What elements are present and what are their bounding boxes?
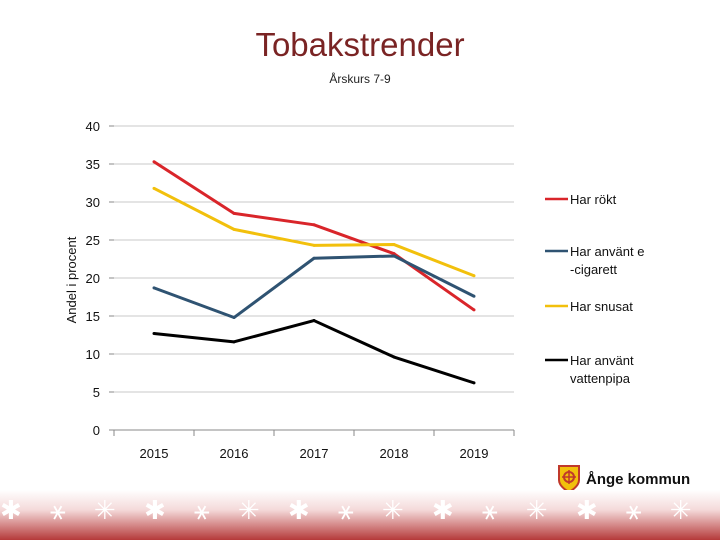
legend-label: Har rökt [570, 192, 617, 207]
data-point [472, 308, 476, 312]
data-point [152, 286, 156, 290]
footer-pattern-band [0, 490, 720, 540]
x-tick-label: 2015 [140, 446, 169, 461]
y-axis-label: Andel i procent [64, 236, 79, 323]
data-point [232, 227, 236, 231]
legend-label: Har använt [570, 353, 634, 368]
series-line-3 [153, 319, 475, 385]
data-point [392, 355, 396, 359]
logo-text: Ånge kommun [586, 470, 691, 488]
x-tick-label: 2019 [460, 446, 489, 461]
x-tick-label: 2016 [220, 446, 249, 461]
data-point [232, 316, 236, 320]
grid-lines [114, 125, 514, 431]
data-point [232, 340, 236, 344]
data-point [472, 381, 476, 385]
series-lines [152, 160, 476, 385]
line-chart: 0 5 10 15 20 25 30 35 40 2015 2016 2017 2018 2019 Har… [64, 119, 644, 461]
data-point [392, 243, 396, 247]
legend-label: vattenpipa [570, 371, 631, 386]
y-tick-label: 30 [86, 195, 100, 210]
axes: 0 5 10 15 20 25 30 35 40 2015 2016 2017 2018 2019 [86, 119, 515, 461]
chart-subtitle: Årskurs 7-9 [329, 72, 391, 86]
municipal-crest-icon [558, 465, 580, 494]
x-tick-label: 2017 [300, 446, 329, 461]
series-line-2 [153, 186, 475, 278]
legend-label: -cigarett [570, 262, 617, 277]
data-point [232, 211, 236, 215]
legend-label: Har använt e [570, 244, 644, 259]
y-tick-label: 10 [86, 347, 100, 362]
data-point [312, 319, 316, 323]
chart-title: Tobakstrender [255, 26, 465, 63]
y-tick-label: 15 [86, 309, 100, 324]
ange-kommun-logo: Ånge kommun [556, 462, 690, 496]
y-tick-label: 40 [86, 119, 100, 134]
legend: Har rökt Har använt e -cigarett Har snusat H… [545, 192, 644, 386]
legend-label: Har snusat [570, 299, 633, 314]
y-tick-label: 35 [86, 157, 100, 172]
data-point [472, 274, 476, 278]
y-tick-label: 25 [86, 233, 100, 248]
data-point [152, 160, 156, 164]
data-point [472, 294, 476, 298]
data-point [312, 243, 316, 247]
sami-pattern-glyphs: ✱ ⚹ ✳ ✱ ⚹ ✳ ✱ ⚹ ✳ ✱ ⚹ ✳ ✱ ⚹ ✳ ✱ ⚹ ✳ [0, 496, 720, 526]
y-tick-label: 5 [93, 385, 100, 400]
data-point [392, 254, 396, 258]
y-tick-label: 0 [93, 423, 100, 438]
series-line-1 [153, 254, 475, 320]
data-point [312, 256, 316, 260]
data-point [392, 252, 396, 256]
data-point [152, 331, 156, 335]
y-tick-label: 20 [86, 271, 100, 286]
x-tick-label: 2018 [380, 446, 409, 461]
data-point [152, 186, 156, 190]
series-line-0 [153, 160, 475, 312]
data-point [312, 223, 316, 227]
